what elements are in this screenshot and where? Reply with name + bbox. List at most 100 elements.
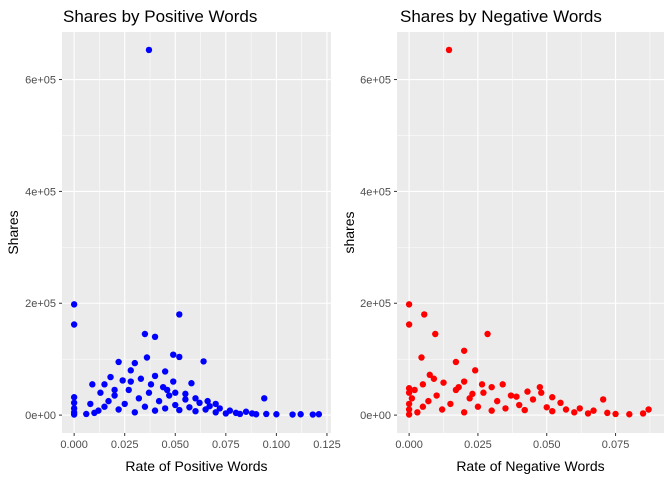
data-point (645, 406, 652, 413)
data-point (105, 397, 112, 405)
data-point (405, 385, 413, 392)
data-point (170, 351, 177, 358)
data-point (425, 397, 432, 405)
data-point (460, 347, 468, 354)
data-point (405, 321, 413, 328)
y-tick-label: 0e+00 (25, 410, 56, 422)
data-point (447, 400, 454, 408)
data-point (426, 371, 433, 379)
y-tick-label: 4e+05 (25, 186, 56, 198)
data-point (529, 396, 537, 403)
data-point (70, 394, 78, 401)
data-point (521, 406, 528, 414)
x-tick-label: 0.125 (313, 439, 341, 451)
x-tick-label: 0.050 (161, 439, 189, 451)
data-point (513, 393, 520, 400)
data-point (488, 407, 495, 414)
x-axis-label: Rate of Negative Words (456, 458, 604, 474)
data-point (216, 405, 223, 412)
data-point (101, 403, 108, 410)
data-point (170, 378, 177, 385)
y-tick-label: 2e+05 (360, 298, 391, 310)
data-point (460, 409, 468, 416)
data-point (419, 403, 427, 410)
y-tick-label: 2e+05 (25, 298, 56, 310)
data-point (145, 46, 153, 54)
x-axis-label: Rate of Positive Words (125, 458, 267, 474)
data-point (599, 396, 607, 403)
y-tick-label: 6e+05 (360, 75, 391, 87)
data-point (405, 301, 413, 308)
data-point (141, 403, 149, 410)
data-point (538, 389, 545, 396)
data-point (273, 411, 280, 418)
data-point (576, 405, 583, 412)
data-point (499, 381, 506, 388)
data-point (186, 404, 193, 411)
data-point (507, 392, 515, 399)
data-point (414, 409, 421, 416)
data-point (433, 392, 440, 399)
data-point (107, 373, 114, 381)
data-point (478, 381, 486, 388)
plot-background (62, 32, 331, 433)
data-point (252, 411, 260, 418)
data-point (111, 392, 118, 399)
data-point (182, 390, 189, 398)
data-point (151, 407, 159, 414)
data-point (516, 401, 523, 409)
data-point (309, 411, 316, 418)
data-point (137, 375, 145, 382)
data-points (70, 46, 323, 418)
y-axis-label: shares (341, 211, 357, 253)
y-tick-label: 6e+05 (25, 75, 56, 87)
data-point (115, 358, 122, 366)
data-point (212, 400, 219, 408)
data-point (297, 411, 304, 418)
data-point (151, 372, 159, 380)
x-tick-label: 0.025 (111, 439, 139, 451)
x-tick-label: 0.050 (533, 439, 561, 451)
data-point (176, 311, 183, 318)
data-point (176, 353, 183, 361)
data-point (590, 407, 597, 414)
x-tick-label: 0.075 (212, 439, 240, 451)
x-tick-label: 0.000 (60, 439, 88, 451)
data-point (145, 389, 153, 396)
data-point (626, 411, 633, 418)
data-point (452, 358, 460, 366)
data-point (421, 311, 428, 318)
data-point (206, 402, 213, 410)
data-point (557, 399, 564, 406)
data-point (474, 403, 482, 410)
chart-panel-2: 0.000 0.025 0.050 0.075 0e+00 2e+05 4e+05 6e+05… (341, 7, 664, 474)
data-point (97, 389, 104, 396)
data-point (612, 410, 619, 418)
data-point (549, 407, 556, 415)
data-point (200, 358, 207, 365)
data-point (131, 409, 139, 416)
data-point (212, 409, 219, 416)
data-point (141, 330, 149, 338)
data-point (408, 395, 416, 402)
data-point (639, 410, 647, 417)
data-point (161, 405, 169, 412)
y-axis-label: Shares (5, 210, 21, 254)
data-point (315, 411, 323, 418)
data-point (261, 395, 268, 402)
data-point (101, 381, 108, 388)
data-point (418, 354, 425, 361)
data-point (571, 409, 578, 416)
data-point (493, 397, 501, 405)
data-point (135, 395, 143, 402)
data-point (172, 401, 179, 409)
data-point (405, 411, 413, 418)
data-point (502, 405, 509, 412)
data-point (484, 330, 491, 338)
data-point (172, 389, 179, 396)
data-point (584, 410, 592, 417)
data-point (143, 354, 151, 361)
data-point (115, 406, 122, 413)
data-point (405, 400, 413, 408)
